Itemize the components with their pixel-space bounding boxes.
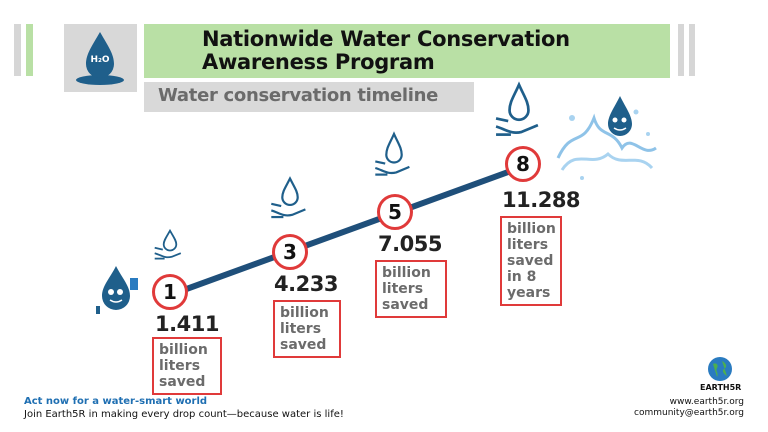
globe-icon xyxy=(708,357,732,381)
mascot-drop-icon xyxy=(96,266,138,314)
decor-bar-gray xyxy=(14,24,21,76)
year-8-value: 11.288 xyxy=(502,188,581,212)
unit-line: saved xyxy=(507,253,554,269)
year-3-unit-box: billion liters saved xyxy=(273,300,341,358)
year-1-unit-box: billion liters saved xyxy=(152,337,222,395)
unit-line: saved xyxy=(382,297,429,313)
decor-bar-gray-right xyxy=(678,24,684,76)
year-1-value: 1.411 xyxy=(155,312,219,336)
unit-line: saved xyxy=(159,374,206,390)
year-1-label: 1 xyxy=(163,280,177,304)
subtitle-banner: Water conservation timeline xyxy=(144,82,474,112)
decor-bar-gray-right-outer xyxy=(689,24,695,76)
unit-line: in 8 xyxy=(507,269,537,285)
water-splash-icon xyxy=(556,96,657,180)
water-drop-hand-icon xyxy=(270,176,306,219)
h2o-logo-text: H₂O xyxy=(90,55,109,65)
year-3-label: 3 xyxy=(283,240,297,264)
page-title: Nationwide Water Conservation Awareness … xyxy=(202,28,570,74)
water-drop-hand-icon xyxy=(495,81,539,136)
h2o-logo: H₂O xyxy=(64,24,137,92)
unit-line: liters xyxy=(382,281,424,297)
year-5-circle: 5 xyxy=(377,194,413,230)
unit-line: years xyxy=(507,285,551,301)
year-1-circle: 1 xyxy=(152,274,188,310)
title-banner: Nationwide Water Conservation Awareness … xyxy=(144,24,670,78)
footer-call-to-action: Act now for a water-smart world xyxy=(24,396,208,407)
year-5-unit-box: billion liters saved xyxy=(375,260,447,318)
year-5-value: 7.055 xyxy=(378,232,442,256)
brand-name: EARTH5R xyxy=(700,383,742,392)
h2o-drop-icon: H₂O xyxy=(76,32,124,85)
unit-line: billion xyxy=(382,265,431,281)
year-8-unit-box: billion liters saved in 8 years xyxy=(500,216,562,306)
unit-line: liters xyxy=(507,237,549,253)
website-link[interactable]: www.earth5r.org xyxy=(669,397,744,407)
year-8-label: 8 xyxy=(516,152,530,176)
year-3-circle: 3 xyxy=(272,234,308,270)
footer-message: Join Earth5R in making every drop count—… xyxy=(24,409,344,420)
page-subtitle: Water conservation timeline xyxy=(158,85,439,106)
water-drop-hand-icon xyxy=(374,131,410,176)
title-line-1: Nationwide Water Conservation xyxy=(202,27,570,51)
water-drop-hand-icon xyxy=(154,228,182,260)
email-link[interactable]: community@earth5r.org xyxy=(634,408,744,418)
unit-line: billion xyxy=(280,305,329,321)
unit-line: billion xyxy=(507,221,556,237)
year-8-circle: 8 xyxy=(505,146,541,182)
year-5-label: 5 xyxy=(388,200,402,224)
title-line-2: Awareness Program xyxy=(202,50,435,74)
unit-line: liters xyxy=(159,358,201,374)
unit-line: liters xyxy=(280,321,322,337)
unit-line: saved xyxy=(280,337,327,353)
decor-bar-green xyxy=(26,24,33,76)
unit-line: billion xyxy=(159,342,208,358)
year-3-value: 4.233 xyxy=(274,272,338,296)
contact-info: www.earth5r.org community@earth5r.org xyxy=(634,397,744,419)
